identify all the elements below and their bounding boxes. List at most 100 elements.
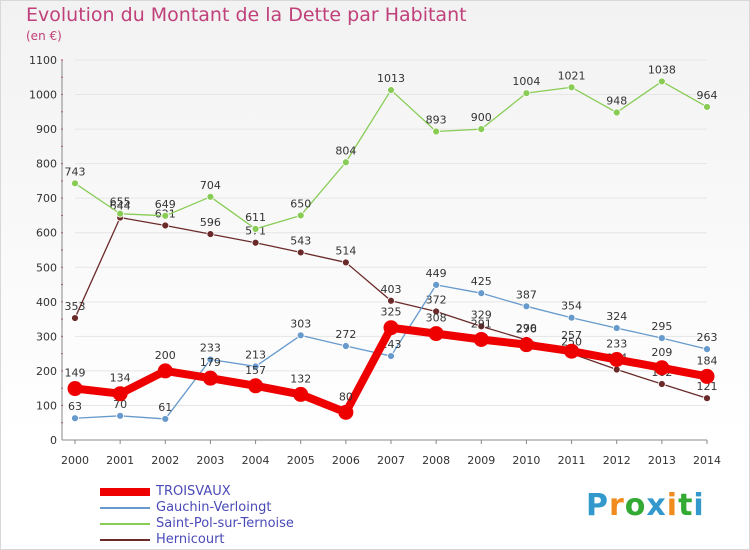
x-tick-label: 2002 (151, 454, 179, 467)
y-tick-label: 600 (36, 227, 57, 240)
data-label: 324 (606, 310, 627, 323)
data-label: 611 (245, 211, 266, 224)
data-label: 276 (516, 323, 537, 336)
data-point (116, 411, 125, 420)
data-label: 149 (65, 367, 86, 380)
data-point (612, 324, 621, 332)
data-point (387, 296, 395, 305)
data-point (383, 320, 399, 336)
data-point (703, 103, 711, 111)
x-tick-label: 2012 (603, 454, 631, 467)
data-label: 121 (697, 380, 718, 393)
legend-label: Saint-Pol-sur-Ternoise (156, 516, 294, 531)
data-point (522, 302, 531, 311)
y-tick-label: 900 (36, 123, 57, 136)
data-point (338, 404, 354, 420)
data-point (341, 258, 350, 267)
data-point (251, 225, 260, 233)
data-label: 61 (158, 401, 172, 414)
data-label: 272 (335, 328, 356, 341)
x-tick-label: 2003 (196, 454, 224, 467)
data-point (293, 386, 309, 402)
data-label: 70 (113, 398, 127, 411)
data-label: 900 (471, 111, 492, 124)
legend-swatch (100, 488, 150, 496)
data-point (428, 326, 444, 342)
data-point (657, 380, 666, 388)
data-point (206, 355, 215, 364)
data-label: 308 (426, 312, 447, 325)
data-point (161, 415, 170, 423)
data-label: 250 (561, 336, 582, 349)
logo-letter: i (693, 488, 705, 523)
data-label: 329 (471, 308, 492, 321)
data-label: 514 (335, 244, 356, 257)
x-tick-label: 2010 (512, 454, 540, 467)
data-point (71, 179, 79, 188)
chart-unit-label: (en €) (26, 29, 62, 43)
data-label: 295 (651, 320, 672, 333)
data-label: 134 (110, 372, 131, 385)
y-tick-label: 400 (36, 296, 57, 309)
data-label: 893 (426, 114, 447, 127)
legend-label: Gauchin-Verloingt (156, 500, 272, 515)
legend-swatch (100, 539, 150, 541)
data-point (477, 289, 486, 298)
data-label: 80 (339, 390, 353, 403)
data-point (612, 365, 621, 374)
data-label: 804 (335, 144, 356, 157)
data-point (71, 414, 79, 423)
logo-letter: t (678, 488, 694, 523)
data-point (473, 331, 489, 347)
y-tick-label: 200 (36, 365, 57, 378)
data-label: 964 (697, 89, 718, 102)
data-point (296, 211, 305, 220)
data-label: 325 (381, 306, 402, 319)
data-label: 644 (110, 200, 131, 213)
data-label: 372 (426, 293, 447, 306)
data-point (703, 394, 711, 403)
data-point (522, 89, 531, 98)
data-label: 596 (200, 216, 221, 229)
data-point (432, 280, 441, 289)
data-point (206, 192, 215, 201)
data-point (657, 334, 666, 342)
data-label: 543 (290, 234, 311, 247)
x-tick-label: 2007 (377, 454, 405, 467)
data-label: 63 (68, 400, 82, 413)
data-point (206, 230, 215, 239)
legend-item: Saint-Pol-sur-Ternoise (100, 516, 400, 532)
logo-letter: o (624, 488, 647, 523)
data-point (699, 368, 715, 384)
data-point (518, 337, 534, 353)
data-label: 387 (516, 288, 537, 301)
logo-letter: x (646, 488, 667, 523)
logo-letter: i (666, 488, 679, 523)
data-point (296, 331, 305, 340)
x-tick-label: 2005 (287, 454, 315, 467)
data-label: 303 (290, 317, 311, 330)
data-point (71, 314, 79, 322)
legend-swatch (100, 507, 150, 509)
data-point (112, 386, 128, 402)
data-label: 200 (155, 349, 176, 362)
legend-label: Hernicourt (156, 532, 225, 547)
data-label: 649 (155, 198, 176, 211)
data-label: 354 (561, 300, 582, 313)
data-label: 257 (561, 329, 582, 342)
x-tick-label: 2006 (332, 454, 360, 467)
data-label: 449 (426, 267, 447, 280)
legend-swatch (100, 523, 150, 525)
legend-item: TROISVAUX (100, 484, 400, 500)
data-label: 290 (516, 322, 537, 335)
data-label: 704 (200, 179, 221, 192)
data-label: 184 (697, 354, 718, 367)
data-point (567, 313, 576, 322)
data-label: 157 (245, 364, 266, 377)
data-label: 1013 (377, 72, 405, 85)
data-point (341, 158, 350, 167)
x-tick-label: 2000 (61, 454, 89, 467)
data-point (341, 342, 350, 350)
data-point (612, 108, 621, 117)
